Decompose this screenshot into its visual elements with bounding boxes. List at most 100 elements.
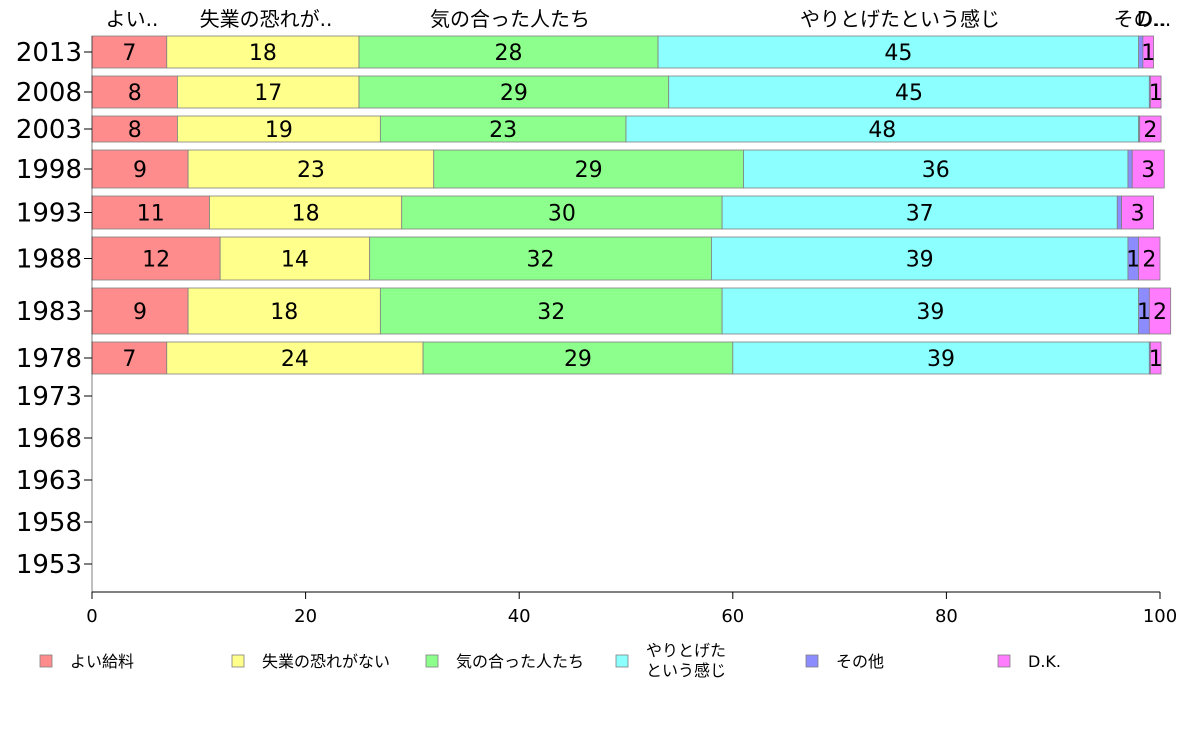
column-header: 失業の恐れが.. [200,7,333,31]
data-label: 14 [281,248,309,273]
legend-swatch [997,654,1011,668]
year-label: 1968 [16,424,82,454]
bar-segment [187,149,435,189]
bar-segment [358,35,659,69]
bar-segment [1131,149,1165,189]
bar-segment [369,236,712,281]
data-label: 9 [133,158,147,183]
data-label: 2 [1142,248,1156,273]
bar-segment [91,149,189,189]
bar-segment [91,236,221,281]
data-label: 8 [128,118,142,143]
data-label: 2 [1153,300,1167,325]
data-label: 28 [495,41,523,66]
data-label: 1 [1126,248,1140,273]
data-label: 36 [922,158,950,183]
column-header: D... [1137,7,1171,31]
year-label: 1953 [16,550,82,580]
data-label: 39 [927,347,955,372]
legend-swatch [805,654,819,668]
year-label: 1958 [16,508,82,538]
bar-segment [743,149,1129,189]
legend-label: よい給料 [70,652,134,671]
bar-segment [657,35,1140,69]
bar-segment [91,341,168,375]
year-label: 1988 [16,245,82,275]
x-tick-label: 80 [935,606,958,627]
data-label: 48 [868,118,896,143]
legend-swatch [615,654,629,668]
data-label: 24 [281,347,309,372]
bar-segment [1127,149,1133,189]
x-tick-label: 40 [508,606,531,627]
bar-segment [358,75,670,109]
data-label: 8 [128,81,142,106]
data-label: 29 [564,347,592,372]
data-label: 2 [1143,118,1157,143]
x-tick-label: 20 [294,606,317,627]
data-label: 39 [906,248,934,273]
data-label: 45 [884,41,912,66]
bar-segment [1139,115,1162,143]
data-label: 32 [537,300,565,325]
data-label: 3 [1141,158,1155,183]
bar-segment [721,287,1140,335]
legend-swatch [39,654,53,668]
bar-segment [209,195,403,230]
bar-segment [1138,236,1161,281]
year-label: 1973 [16,382,82,412]
bar-segment [732,341,1150,375]
data-label: 45 [895,81,923,106]
x-tick-label: 0 [86,606,97,627]
column-header: その.. [1114,7,1167,31]
column-header: やりとげたという感じ [800,7,1000,31]
data-label: 19 [265,118,293,143]
bar-segment [1148,287,1172,335]
legend-label: D.K. [1028,652,1061,671]
bar-segment [91,115,178,143]
bar-segment [711,236,1129,281]
bar-segment [91,287,189,335]
data-label: 17 [254,81,282,106]
data-label: 7 [122,41,136,66]
bar-segment [219,236,371,281]
data-label: 9 [133,300,147,325]
year-label: 2013 [16,38,82,68]
data-label: 29 [575,158,603,183]
bar-segment [1149,341,1162,375]
data-label: 23 [297,158,325,183]
legend-label: 気の合った人たち [456,652,584,671]
data-label: 1 [1149,347,1163,372]
data-label: 29 [500,81,528,106]
year-label: 2003 [16,115,82,145]
column-header: よい.. [106,7,159,31]
legend-label: 失業の恐れがない [262,652,390,671]
data-label: 12 [142,248,170,273]
year-label: 1998 [16,155,82,185]
bar-segment [401,195,723,230]
data-label: 18 [249,41,277,66]
legend-label: やりとげたという感じ [646,641,726,680]
column-header: 気の合った人たち [430,7,590,31]
legend-label: その他 [836,652,884,671]
data-label: 23 [489,118,517,143]
data-label: 3 [1131,202,1145,227]
legend-swatch [425,654,439,668]
x-tick-label: 100 [1143,606,1177,627]
bar-segment [1116,195,1122,230]
bar-segment [379,287,723,335]
data-label: 11 [137,202,165,227]
bar-segment [1149,75,1162,109]
data-label: 32 [527,248,555,273]
year-label: 2008 [16,78,82,108]
bar-segment [166,35,360,69]
data-label: 1 [1141,41,1155,66]
data-label: 7 [122,347,136,372]
data-label: 18 [292,202,320,227]
bar-segment [187,287,381,335]
data-label: 1 [1137,300,1151,325]
data-label: 18 [270,300,298,325]
bar-segment [177,75,360,109]
bar-segment [91,195,210,230]
